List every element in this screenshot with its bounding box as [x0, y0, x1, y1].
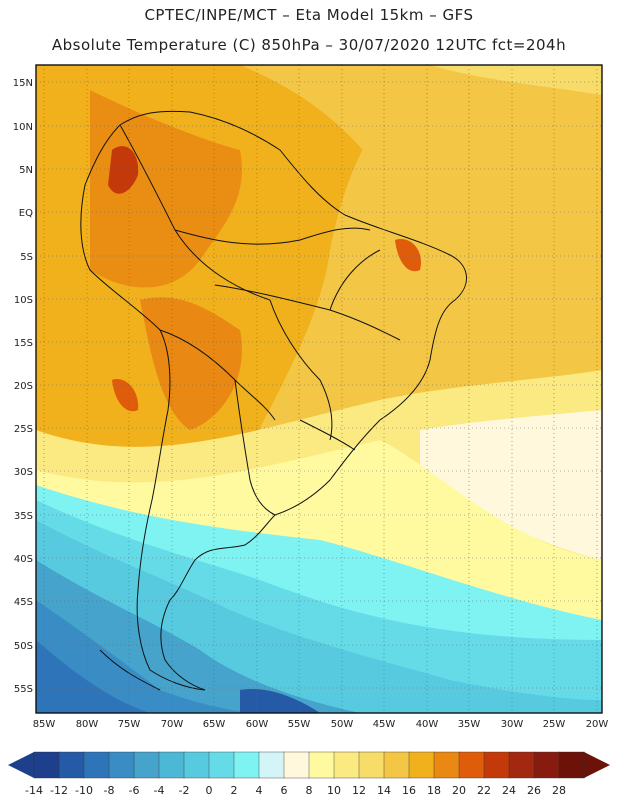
colorbar: -14 -12 -10 -8 -6 -4 -2 0 2 4 6 8 10 12 14 16 18 20 22 24 26… — [8, 751, 610, 797]
colorbar-tick-label: 4 — [256, 784, 263, 797]
lat-label: 40S — [14, 554, 33, 565]
colorbar-min-arrow-icon — [8, 752, 34, 778]
colorbar-tick-label: 28 — [552, 784, 566, 797]
lon-label: 35W — [458, 719, 481, 730]
colorbar-tick-label: 8 — [306, 784, 313, 797]
colorbar-max-arrow-icon — [584, 752, 610, 778]
colorbar-segment — [108, 751, 135, 779]
lon-label: 75W — [118, 719, 141, 730]
title-line-1: CPTEC/INPE/MCT – Eta Model 15km – GFS — [144, 6, 474, 24]
colorbar-segment — [133, 751, 160, 779]
colorbar-tick-label: 6 — [281, 784, 288, 797]
lat-label: 20S — [14, 381, 33, 392]
lat-label: 15N — [13, 78, 33, 89]
colorbar-segment — [483, 751, 510, 779]
lon-label: 30W — [501, 719, 524, 730]
colorbar-tick-label: 18 — [427, 784, 441, 797]
colorbar-segment — [183, 751, 210, 779]
colorbar-segment — [508, 751, 535, 779]
colorbar-tick-label: -12 — [50, 784, 68, 797]
graticule — [36, 65, 602, 713]
lon-label: 70W — [161, 719, 184, 730]
colorbar-tick-label: 16 — [402, 784, 416, 797]
colorbar-segment — [83, 751, 110, 779]
lon-label: 40W — [416, 719, 439, 730]
lat-label: 35S — [14, 511, 33, 522]
colorbar-tick-label: -6 — [129, 784, 140, 797]
colorbar-tick-label: -10 — [75, 784, 93, 797]
colorbar-segment — [283, 751, 310, 779]
title-line-2: Absolute Temperature (C) 850hPa – 30/07/… — [51, 36, 567, 54]
colorbar-tick-label: 14 — [377, 784, 391, 797]
colorbar-segment — [258, 751, 285, 779]
temperature-field — [36, 65, 602, 713]
lon-label: 25W — [543, 719, 566, 730]
lat-label: 55S — [14, 684, 33, 695]
latitude-axis: 15N 10N 5N EQ 5S 10S 15S 20S 25S 30S 35S… — [13, 78, 33, 695]
colorbar-tick-label: -4 — [154, 784, 165, 797]
lon-label: 55W — [288, 719, 311, 730]
lon-label: 20W — [586, 719, 609, 730]
colorbar-segment — [433, 751, 460, 779]
lon-label: 45W — [373, 719, 396, 730]
colorbar-tick-label: 10 — [327, 784, 341, 797]
colorbar-tick-label: 20 — [452, 784, 466, 797]
lat-label: 5N — [19, 165, 33, 176]
colorbar-segment — [458, 751, 485, 779]
coastlines-borders — [80, 110, 467, 691]
colorbar-tick-label: 2 — [231, 784, 238, 797]
colorbar-segment — [158, 751, 185, 779]
longitude-axis: 85W 80W 75W 70W 65W 60W 55W 50W 45W 40W … — [33, 719, 609, 730]
lon-label: 80W — [76, 719, 99, 730]
colorbar-tick-label: -2 — [179, 784, 190, 797]
colorbar-segment — [533, 751, 560, 779]
lat-label: 25S — [14, 424, 33, 435]
colorbar-tick-label: 22 — [477, 784, 491, 797]
map-frame — [35, 64, 603, 714]
colorbar-tick-label: -14 — [25, 784, 43, 797]
colorbar-tick-label: 12 — [352, 784, 366, 797]
colorbar-tick-label: 26 — [527, 784, 541, 797]
colorbar-segment — [33, 751, 60, 779]
lon-label: 65W — [203, 719, 226, 730]
colorbar-tick-label: 24 — [502, 784, 516, 797]
colorbar-segment — [558, 751, 585, 779]
colorbar-segment — [358, 751, 385, 779]
colorbar-segment — [58, 751, 85, 779]
lon-label: 60W — [246, 719, 269, 730]
colorbar-segment — [333, 751, 360, 779]
colorbar-segment — [408, 751, 435, 779]
colorbar-segment — [383, 751, 410, 779]
lat-label: 50S — [14, 641, 33, 652]
colorbar-segment — [308, 751, 335, 779]
lat-label: 10S — [14, 295, 33, 306]
lon-label: 85W — [33, 719, 56, 730]
lon-label: 50W — [331, 719, 354, 730]
lat-label: EQ — [19, 208, 33, 219]
colorbar-segment — [233, 751, 260, 779]
colorbar-tick-label: 0 — [206, 784, 213, 797]
colorbar-segment — [208, 751, 235, 779]
lat-label: 30S — [14, 467, 33, 478]
lat-label: 45S — [14, 597, 33, 608]
lat-label: 15S — [14, 338, 33, 349]
colorbar-tick-label: -8 — [104, 784, 115, 797]
lat-label: 10N — [13, 122, 33, 133]
lat-label: 5S — [20, 252, 33, 263]
